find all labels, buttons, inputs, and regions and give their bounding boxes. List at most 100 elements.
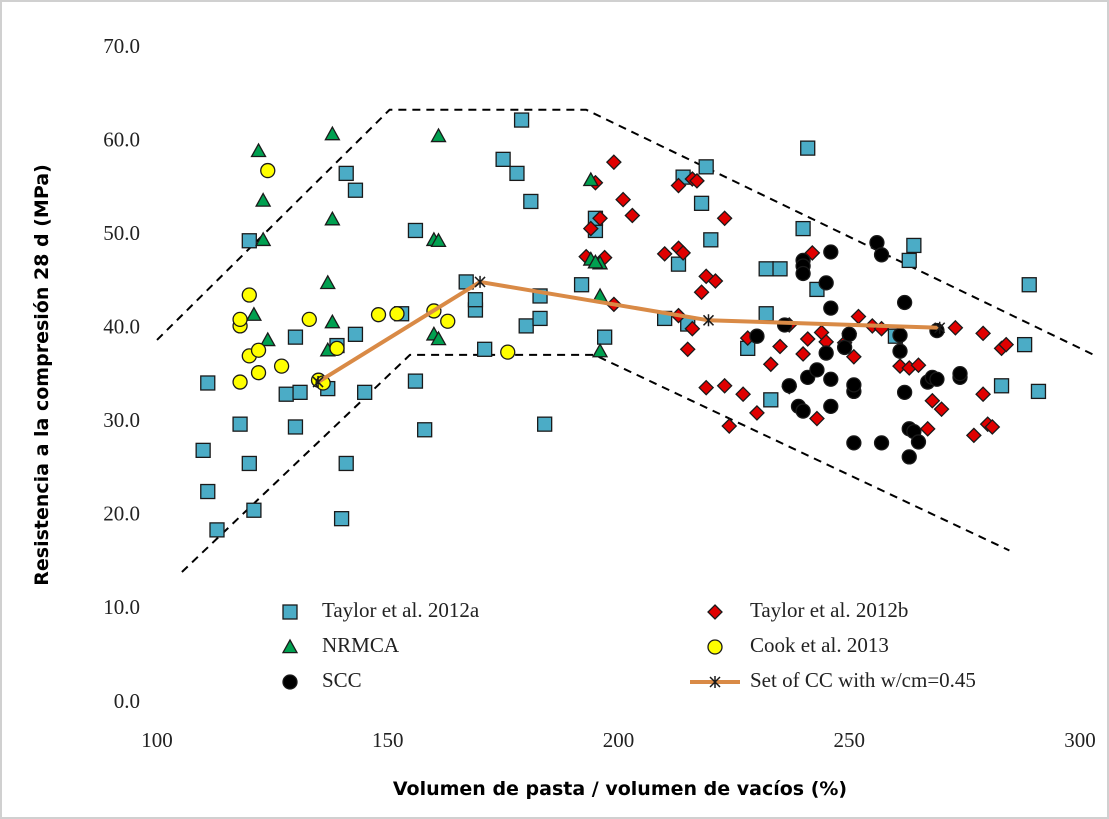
point [823, 300, 839, 316]
point [250, 342, 267, 358]
legend-swatch [709, 676, 721, 688]
point [776, 317, 793, 333]
legend-swatch [707, 604, 723, 620]
point [592, 210, 608, 227]
point [513, 112, 530, 128]
point [947, 319, 964, 336]
point [809, 362, 825, 378]
point [292, 384, 308, 400]
point [716, 210, 733, 227]
point [605, 154, 622, 171]
x-tick-label: 100 [141, 728, 173, 752]
point [573, 277, 590, 293]
point [799, 331, 816, 347]
point [195, 442, 211, 459]
point [749, 405, 765, 421]
legend-label: NRMCA [322, 633, 400, 657]
point [716, 377, 733, 394]
series-line [317, 279, 940, 384]
point [518, 318, 534, 334]
point [500, 344, 516, 360]
point [319, 274, 336, 290]
point [1030, 383, 1047, 400]
point [273, 358, 290, 374]
point [250, 142, 267, 158]
point [998, 336, 1015, 353]
legend-swatch [281, 638, 299, 654]
point [324, 313, 341, 329]
point [758, 261, 774, 277]
point [702, 314, 715, 327]
point [675, 245, 692, 261]
point [693, 195, 710, 211]
point [934, 321, 946, 334]
point [910, 357, 927, 374]
point [440, 313, 456, 329]
point [823, 371, 839, 387]
point [1016, 336, 1033, 353]
point [772, 261, 788, 277]
point [846, 377, 862, 393]
y-tick-label: 40.0 [103, 315, 140, 339]
point [417, 422, 433, 438]
point [474, 275, 486, 288]
point [250, 365, 267, 381]
point [209, 522, 225, 538]
point [896, 294, 913, 311]
point [841, 326, 857, 342]
point [975, 325, 992, 342]
point [965, 427, 982, 444]
point [255, 231, 272, 247]
point [259, 331, 276, 347]
point [901, 252, 917, 269]
point [818, 345, 834, 361]
point [312, 376, 324, 389]
point [984, 419, 1001, 435]
point [818, 275, 834, 291]
point [795, 220, 811, 237]
point [1021, 277, 1037, 293]
point [278, 386, 294, 402]
point [679, 341, 696, 358]
point [684, 320, 701, 337]
point [721, 418, 738, 434]
point [993, 378, 1010, 394]
point [324, 210, 341, 226]
y-tick-label: 70.0 [103, 34, 140, 58]
point [703, 232, 719, 248]
point [287, 419, 304, 435]
point [200, 375, 216, 391]
y-axis-label: Resistencia a la compresión 28 d (MPa) [31, 164, 53, 586]
point [532, 310, 548, 327]
legend-swatch [282, 604, 298, 620]
point [809, 410, 825, 427]
point [772, 338, 788, 355]
point [892, 343, 908, 359]
x-tick-label: 300 [1064, 728, 1096, 752]
point [892, 327, 908, 343]
legend-label: Taylor et al. 2012b [750, 598, 908, 622]
point [670, 177, 687, 194]
point [698, 379, 715, 396]
y-tick-label: 10.0 [103, 595, 140, 619]
point [906, 237, 922, 254]
point [245, 306, 263, 321]
legend-label: SCC [322, 668, 362, 692]
point [693, 284, 710, 301]
legend-label: Taylor et al. 2012a [322, 598, 480, 622]
point [929, 371, 945, 387]
point [763, 392, 779, 408]
point [919, 420, 936, 437]
point [324, 125, 341, 141]
point [509, 165, 525, 182]
point [597, 329, 613, 345]
point [582, 220, 599, 237]
point [896, 384, 913, 400]
point [735, 386, 752, 403]
point [477, 341, 493, 357]
point [823, 398, 839, 415]
point [975, 386, 992, 403]
point [430, 330, 447, 346]
point [615, 191, 632, 208]
point [407, 373, 424, 389]
